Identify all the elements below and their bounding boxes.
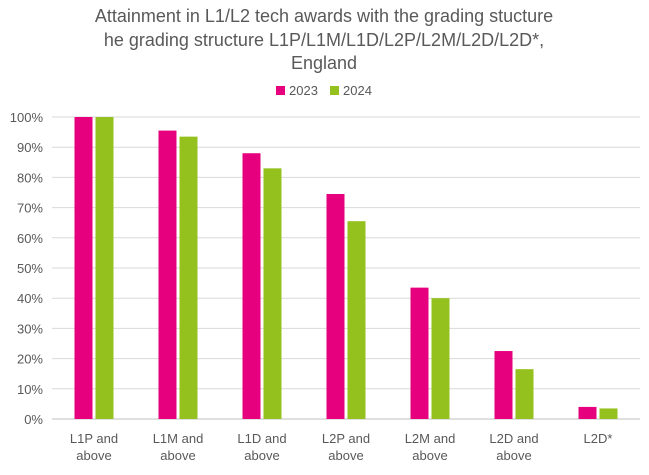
y-tick-label: 100% — [10, 110, 44, 125]
bar-2024 — [347, 221, 366, 419]
x-tick-label: L2D* — [584, 431, 613, 446]
y-tick-label: 40% — [17, 291, 43, 306]
chart-title-line: Attainment in L1/L2 tech awards with the… — [95, 6, 553, 26]
bar-2024 — [431, 298, 450, 419]
legend-label: 2024 — [343, 83, 372, 98]
x-tick-label: L2P and above — [322, 431, 370, 463]
y-tick-label: 30% — [17, 321, 43, 336]
x-tick-label: L1P and above — [70, 431, 118, 463]
bar-2023 — [578, 406, 597, 419]
legend: 2023 2024 — [276, 83, 372, 98]
chart-title-line: England — [291, 53, 357, 73]
x-tick-label: L2D and above — [489, 431, 538, 463]
y-tick-label: 0% — [24, 412, 43, 427]
y-tick-label: 10% — [17, 382, 43, 397]
bar-2023 — [158, 130, 177, 419]
y-tick-label: 90% — [17, 140, 43, 155]
gridlines — [52, 116, 640, 420]
bars — [74, 117, 618, 420]
x-tick-label: L1D and above — [237, 431, 286, 463]
bar-2024 — [95, 117, 114, 419]
legend-label: 2023 — [289, 83, 318, 98]
y-tick-label: 80% — [17, 170, 43, 185]
bar-2023 — [410, 287, 429, 419]
bar-2024 — [515, 369, 534, 419]
y-axis-ticks: 0% 10% 20% 30% 40% 50% 60% 70% 80% 90% 100% — [10, 110, 44, 427]
chart-title-line: he grading structure L1P/L1M/L1D/L2P/L2M… — [104, 30, 544, 50]
x-tick-label: L2M and above — [405, 431, 456, 463]
bar-2024 — [263, 168, 282, 419]
bar-2023 — [326, 194, 345, 419]
y-tick-label: 20% — [17, 352, 43, 367]
x-tick-label: L1M and above — [153, 431, 204, 463]
y-tick-label: 70% — [17, 201, 43, 216]
x-axis-ticks: L1P and above L1M and above L1D and above L2P … — [70, 431, 613, 463]
bar-2023 — [242, 153, 261, 420]
bar-2023 — [74, 117, 93, 419]
chart-title: Attainment in L1/L2 tech awards with the… — [95, 6, 553, 73]
bar-2024 — [599, 408, 618, 419]
legend-swatch — [276, 86, 285, 95]
bar-2024 — [179, 136, 198, 419]
legend-swatch — [330, 86, 339, 95]
y-tick-label: 50% — [17, 261, 43, 276]
y-tick-label: 60% — [17, 231, 43, 246]
bar-2023 — [494, 351, 513, 419]
